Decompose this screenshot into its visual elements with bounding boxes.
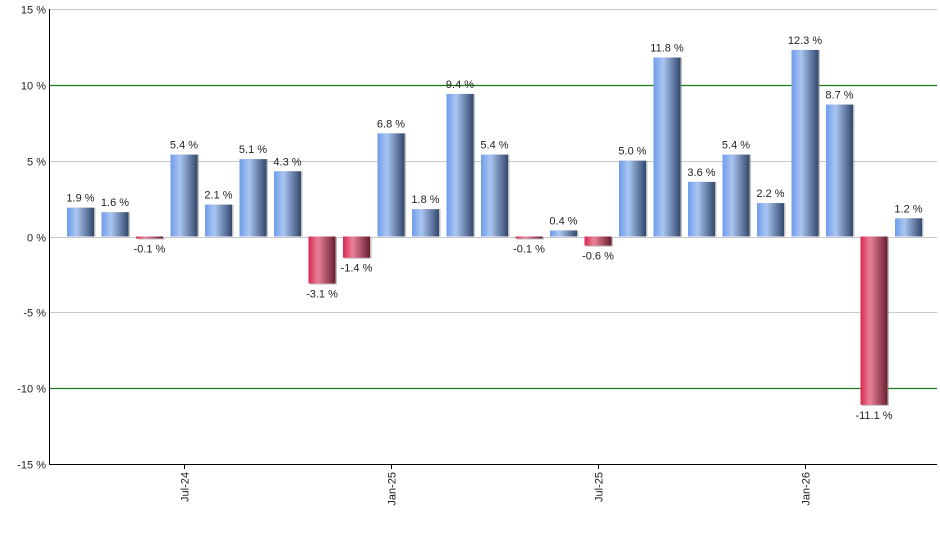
bar-Aug-25	[619, 160, 646, 237]
value-label: 4.3 %	[273, 156, 301, 168]
bar-Aug-24	[205, 204, 232, 237]
value-label: 5.4 %	[170, 140, 198, 152]
bar-Feb-25	[412, 209, 439, 237]
y-tick-label: -5 %	[23, 308, 46, 320]
bar-Oct-25	[688, 181, 715, 237]
y-tick-label: -10 %	[17, 384, 46, 396]
x-tick-label: Jan-26	[801, 472, 813, 506]
value-label: 1.8 %	[411, 194, 439, 206]
bar-Jul-24	[170, 154, 198, 237]
value-label: 9.4 %	[446, 79, 474, 91]
value-label: 5.4 %	[722, 140, 750, 152]
x-tick-label: Jan-25	[387, 472, 399, 506]
value-label: 11.8 %	[650, 43, 684, 55]
bar-Feb-26	[826, 104, 853, 237]
value-label: 1.9 %	[66, 193, 94, 205]
bar-Sep-24	[239, 159, 267, 237]
y-tick-label: 10 %	[21, 81, 46, 93]
value-label: -1.4 %	[341, 263, 373, 275]
value-label: 6.8 %	[377, 118, 405, 130]
bar-May-25	[515, 236, 543, 239]
value-label: -11.1 %	[855, 410, 892, 422]
bar-Mar-25	[446, 93, 474, 237]
value-label: 5.0 %	[618, 146, 646, 158]
axes	[49, 9, 937, 465]
bar-Jan-25	[377, 133, 405, 237]
bar-series	[67, 49, 924, 406]
value-label: 1.6 %	[101, 197, 129, 209]
value-label: 8.7 %	[825, 90, 853, 102]
value-label: 1.2 %	[894, 203, 922, 215]
y-tick-label: -15 %	[17, 460, 46, 472]
bar-Dec-25	[757, 203, 784, 237]
value-label: -0.1 %	[134, 244, 166, 256]
bar-Jun-25	[550, 230, 577, 237]
y-tick-label: 15 %	[21, 5, 46, 17]
value-label: 3.6 %	[687, 167, 715, 179]
bar-Oct-24	[274, 171, 301, 237]
y-axis-ticks: 15 % 10 % 5 % 0 % -5 % -10 % -15 %	[17, 5, 46, 472]
bar-Jul-25	[584, 236, 612, 246]
bar-Nov-25	[722, 154, 750, 237]
y-tick-label: 5 %	[27, 157, 46, 169]
x-tick-label: Jul-24	[180, 472, 192, 502]
bar-Apr-25	[481, 154, 508, 237]
bar-Dec-24	[343, 236, 370, 258]
bar-Apr-26	[895, 218, 922, 237]
bar-Jun-24	[136, 236, 163, 239]
x-tick-label: Jul-25	[594, 472, 606, 502]
x-axis-ticks: Jul-24 Jan-25 Jul-25 Jan-26	[180, 464, 813, 506]
value-label: -0.6 %	[582, 251, 614, 263]
value-label: 12.3 %	[788, 35, 822, 47]
value-labels: 1.9 % 1.6 % -0.1 % 5.4 % 2.1 % 5.1 % 4.3 % -3.1…	[66, 35, 922, 422]
y-tick-label: 0 %	[27, 233, 46, 245]
value-label: 5.4 %	[480, 140, 508, 152]
value-label: -0.1 %	[513, 244, 545, 256]
bar-May-24	[101, 212, 129, 237]
bar-Nov-24	[308, 236, 336, 284]
value-label: 5.1 %	[239, 144, 267, 156]
bar-Apr-24	[67, 207, 94, 237]
bar-Sep-25	[653, 57, 681, 237]
bar-Mar-26	[860, 236, 888, 405]
value-label: 0.4 %	[549, 215, 577, 227]
bar-Jan-26	[791, 49, 819, 237]
value-label: 2.1 %	[204, 190, 232, 202]
value-label: 2.2 %	[756, 188, 784, 200]
value-label: -3.1 %	[306, 289, 338, 301]
